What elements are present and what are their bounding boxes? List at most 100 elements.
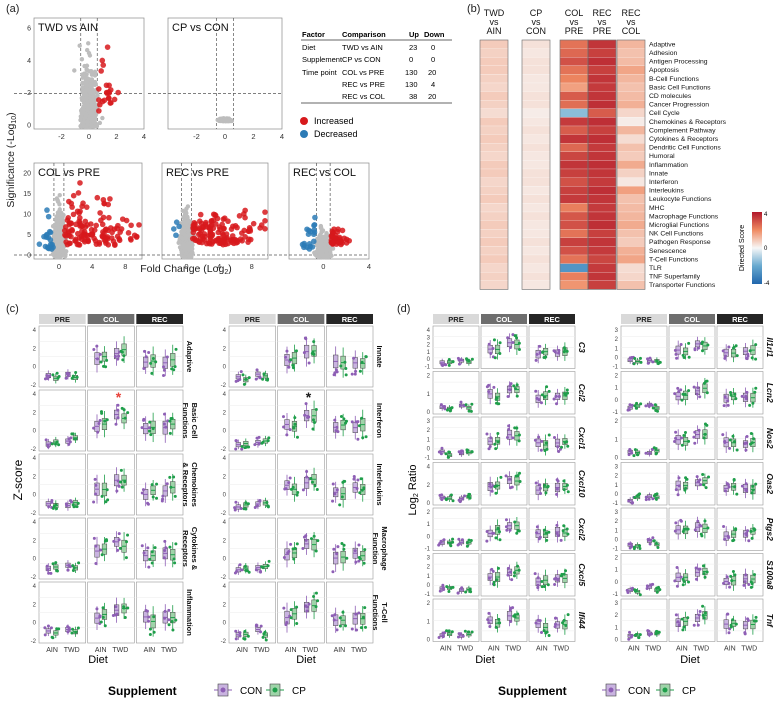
heatmap-cell	[616, 134, 646, 144]
y-tick-label: -2	[221, 575, 227, 581]
point-con	[333, 418, 337, 422]
heatmap-row-label: Microglial Functions	[649, 222, 710, 229]
point-con	[161, 494, 165, 498]
point-con	[440, 446, 444, 450]
x-tick-label: TWD	[302, 647, 318, 654]
point-cp	[446, 408, 450, 412]
heatmap-cell	[559, 272, 589, 281]
point-cp	[105, 358, 109, 362]
y-tick-label: 0	[427, 410, 431, 416]
point-cp	[360, 416, 364, 420]
point-con	[331, 499, 335, 503]
facet-cell	[87, 517, 135, 580]
point-cp	[363, 625, 367, 629]
point-con	[46, 443, 50, 447]
table-cell: 20	[428, 68, 436, 77]
y-tick-label: 0	[427, 446, 431, 452]
y-tick-label: -2	[31, 447, 37, 453]
point-ns	[185, 241, 191, 246]
x-tick-label: 4	[90, 262, 94, 271]
facet-cell: *	[87, 389, 135, 452]
point-cp	[77, 561, 81, 565]
heatmap-cell	[616, 48, 646, 58]
point-con	[284, 487, 288, 491]
point-cp	[547, 433, 551, 437]
point-cp	[343, 360, 347, 364]
facet-row-label-line: Interleukins	[375, 463, 384, 505]
y-tick-label: 0	[33, 365, 37, 371]
point-cp	[309, 476, 313, 480]
point-increased	[116, 236, 123, 242]
point-con	[441, 364, 445, 368]
point-con	[167, 608, 171, 612]
point-cp	[74, 630, 78, 634]
point-ns	[89, 103, 94, 108]
point-decreased	[44, 207, 50, 213]
point-cp	[100, 553, 104, 557]
point-con	[46, 624, 50, 628]
point-increased	[262, 209, 268, 215]
point-con	[537, 435, 541, 439]
point-con	[257, 442, 261, 446]
facet-cell	[136, 517, 184, 580]
point-con	[96, 430, 100, 434]
point-decreased	[170, 226, 177, 232]
heatmap-cell	[479, 272, 509, 281]
heatmap-row-label: Interferon	[649, 179, 678, 186]
y-tick-label: 4	[223, 456, 227, 462]
facet-cell	[38, 581, 86, 644]
panel-a: (a) Significance (-Log10) Fold Change (L…	[5, 3, 452, 276]
heatmap-cell	[587, 57, 617, 66]
point-cp	[262, 632, 266, 636]
heatmap-cell	[479, 194, 509, 204]
heatmap-cell	[616, 117, 646, 127]
point-con	[97, 421, 101, 425]
point-ns	[95, 93, 100, 98]
point-increased	[136, 222, 142, 228]
heatmap-cell	[559, 74, 589, 84]
point-cp	[291, 363, 295, 367]
point-con	[234, 637, 238, 641]
facet-cell	[87, 581, 135, 644]
heatmap-cell	[616, 220, 646, 230]
heatmap-cell	[479, 100, 509, 109]
point-con	[303, 336, 307, 340]
point-cp	[312, 340, 316, 344]
table-cell: 130	[405, 68, 418, 77]
point-increased	[109, 235, 115, 241]
point-con	[142, 551, 146, 555]
point-ns	[90, 91, 96, 97]
facet-strip-label: COL	[103, 315, 119, 324]
point-ns	[84, 111, 89, 117]
point-cp	[245, 569, 249, 573]
point-cp	[71, 374, 75, 378]
point-cp	[446, 455, 450, 459]
point-increased	[68, 200, 75, 207]
facet-cell	[528, 416, 576, 460]
point-cp	[267, 436, 271, 440]
point-increased	[74, 230, 81, 237]
heatmap-cell	[521, 211, 551, 221]
facet-cell	[228, 325, 276, 388]
point-cp	[174, 347, 178, 351]
point-con	[94, 483, 98, 487]
y-tick-label: 4	[33, 456, 37, 462]
heatmap-cell	[479, 160, 509, 170]
point-con	[259, 630, 263, 634]
point-increased	[96, 108, 102, 114]
point-cp	[449, 493, 453, 497]
volcano-title: REC vs COL	[293, 167, 356, 179]
point-increased	[250, 220, 257, 227]
point-con	[254, 377, 258, 381]
point-con	[284, 355, 288, 359]
point-con	[331, 482, 335, 486]
point-con	[95, 344, 99, 348]
heatmap-cell	[559, 143, 589, 152]
facet-row-label: MacrophageFunction	[371, 526, 389, 570]
point-cp	[363, 606, 367, 610]
heatmap-cell	[521, 246, 551, 256]
point-con	[353, 372, 357, 376]
point-cp	[544, 441, 548, 445]
point-cp	[360, 488, 364, 492]
